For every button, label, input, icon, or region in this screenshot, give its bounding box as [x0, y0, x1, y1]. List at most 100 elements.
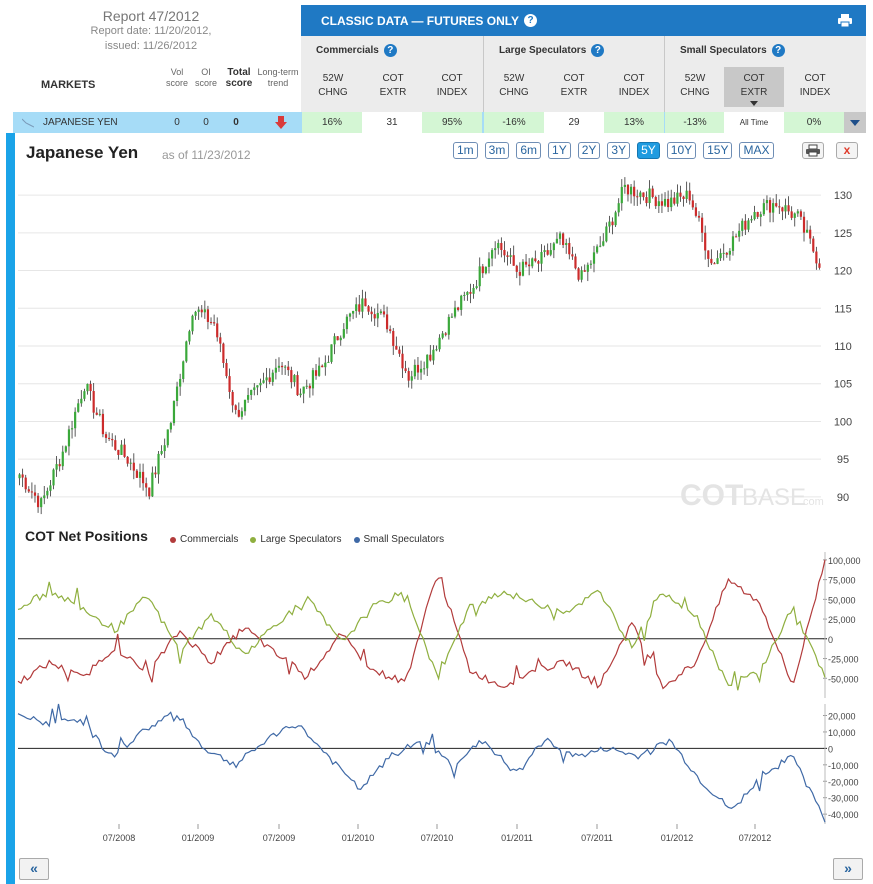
col-52w-chng[interactable]: 52W CHNG [318, 73, 348, 98]
mini-chart-icon [22, 118, 34, 128]
legend-item[interactable]: Commercials [170, 534, 238, 545]
divider [483, 36, 484, 112]
candle [759, 211, 762, 227]
y-tick-label: 100 [834, 416, 852, 428]
candle [562, 232, 565, 249]
candle [713, 262, 716, 265]
range-button-3m[interactable]: 3m [484, 142, 510, 159]
legend-dot-icon [170, 536, 176, 543]
print-chart-button[interactable] [802, 142, 824, 159]
candle [753, 205, 756, 221]
range-button-5y[interactable]: 5Y [637, 142, 660, 159]
candle [392, 327, 395, 355]
candle [111, 433, 114, 447]
range-button-2y[interactable]: 2Y [577, 142, 601, 159]
col-cot-extr-sorted[interactable]: COT EXTR [724, 67, 784, 107]
cot-net-positions-chart[interactable]: 100,000 75,000 50,000 25,000 0 -25,000 -50,000 [15, 550, 873, 702]
candle [722, 243, 725, 261]
candle [453, 300, 457, 319]
next-page-button[interactable]: » [833, 858, 863, 880]
candle [691, 194, 694, 210]
candle [117, 449, 120, 460]
help-icon[interactable]: ? [591, 44, 605, 57]
candle [138, 463, 142, 488]
legend-dot-icon [250, 536, 257, 543]
legend-item[interactable]: Small Speculators [353, 534, 444, 545]
sort-arrow-icon [750, 101, 758, 106]
candle [43, 485, 46, 505]
range-button-15y[interactable]: 15Y [703, 142, 733, 159]
candle [333, 333, 336, 355]
help-icon[interactable]: ? [383, 44, 397, 57]
candle [534, 250, 537, 263]
candle [361, 289, 364, 319]
candle [268, 368, 271, 385]
candle [389, 325, 392, 334]
candle [778, 199, 781, 214]
range-button-6m[interactable]: 6m [516, 142, 542, 159]
candle [213, 314, 216, 326]
small-speculators-chart[interactable]: 20,000 10,000 0 -10,000 -20,000 -30,000 -40,00… [15, 702, 873, 852]
prev-page-button[interactable]: « [19, 858, 49, 880]
y-tick-label: -10,000 [828, 761, 859, 771]
range-button-1y[interactable]: 1Y [548, 142, 571, 159]
market-name[interactable]: JAPANESE YEN [43, 117, 118, 128]
candle [558, 231, 562, 245]
y-tick-label: 100,000 [828, 556, 861, 566]
candle [481, 263, 484, 278]
help-icon[interactable]: ? [771, 44, 785, 57]
candle [663, 192, 667, 208]
col-52w-chng[interactable]: 52W CHNG [680, 73, 710, 98]
range-button-max[interactable]: MAX [739, 142, 774, 159]
candle [219, 332, 222, 353]
col-cot-index[interactable]: COT INDEX [436, 73, 468, 98]
candle [620, 179, 623, 211]
candle [642, 192, 645, 201]
help-icon[interactable]: ? [524, 14, 538, 27]
candle [80, 390, 83, 407]
candle [796, 209, 799, 217]
print-icon[interactable] [838, 14, 852, 27]
col-cot-extr[interactable]: COT EXTR [560, 73, 588, 98]
candle [197, 306, 200, 320]
candle [141, 463, 145, 491]
candle [182, 360, 185, 383]
candle [95, 407, 98, 416]
y-tick-label: 0 [828, 744, 833, 754]
candle [237, 402, 240, 418]
candle [605, 222, 608, 243]
watermark-logo: BASE [742, 484, 806, 511]
candle [682, 195, 685, 207]
candle [565, 238, 568, 254]
candle [172, 400, 176, 426]
candle [812, 236, 815, 253]
candle [463, 291, 466, 301]
candle [287, 361, 290, 376]
long-term-trend-header: Long-term trend [257, 67, 299, 88]
candle [250, 389, 253, 400]
candle [571, 246, 574, 260]
col-cot-index[interactable]: COT INDEX [799, 73, 831, 98]
market-row-japanese-yen[interactable]: JAPANESE YEN 0 0 0 16% 31 95% -16% 29 13… [13, 112, 866, 133]
col-cot-extr[interactable]: COT EXTR [379, 73, 407, 98]
col-52w-chng[interactable]: 52W CHNG [499, 73, 529, 98]
range-button-3y[interactable]: 3Y [607, 142, 631, 159]
candle [46, 487, 49, 499]
close-chart-button[interactable]: x [836, 142, 858, 159]
y-tick-label: 110 [834, 341, 852, 353]
col-cot-index[interactable]: COT INDEX [618, 73, 650, 98]
candle [806, 220, 809, 233]
vol-score-value: 0 [174, 117, 180, 128]
range-button-10y[interactable]: 10Y [666, 142, 697, 159]
candle [203, 300, 206, 319]
total-score-header: Total score [225, 67, 253, 89]
expand-row-button[interactable] [844, 112, 866, 133]
legend-item[interactable]: Large Speculators [250, 534, 342, 545]
y-tick-label: 25,000 [828, 615, 856, 625]
candle [503, 241, 506, 263]
candle [490, 248, 494, 267]
range-button-1m[interactable]: 1m [453, 142, 478, 159]
candle [185, 340, 188, 363]
